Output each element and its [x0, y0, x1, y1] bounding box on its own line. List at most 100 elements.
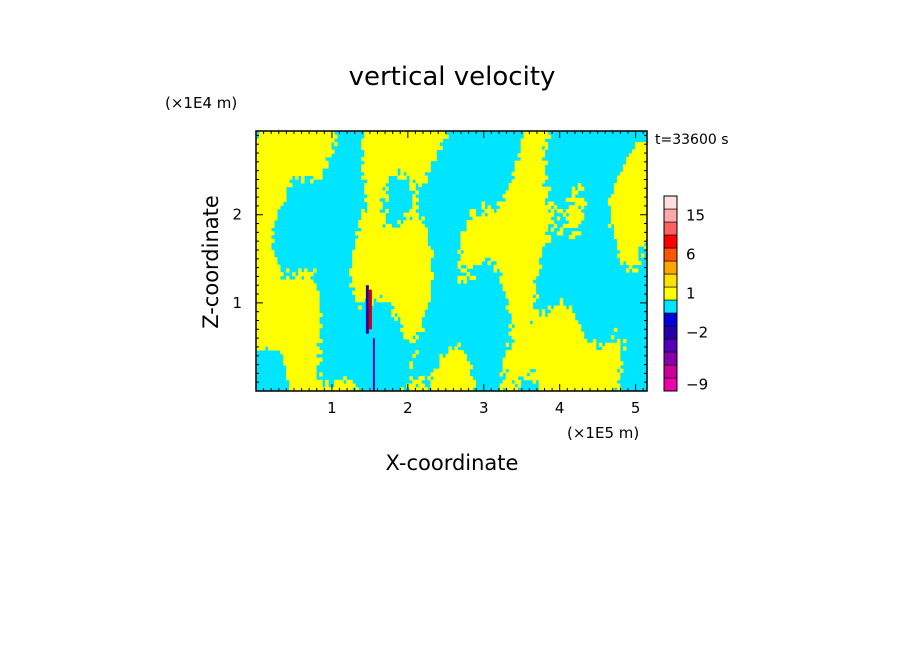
field-cell	[307, 275, 311, 280]
field-cell	[400, 175, 404, 180]
field-cell	[616, 235, 621, 240]
field-cell	[256, 268, 260, 273]
field-cell	[265, 242, 269, 247]
field-cell	[397, 294, 401, 299]
field-cell	[421, 168, 425, 173]
field-cell	[616, 186, 621, 191]
field-cell	[418, 283, 422, 288]
field-cell	[418, 134, 422, 139]
field-cell	[448, 353, 452, 358]
field-cell	[292, 368, 296, 373]
field-cell	[523, 145, 528, 150]
field-cell	[460, 275, 464, 280]
field-cell	[460, 368, 464, 373]
field-cell	[517, 246, 522, 251]
field-cell	[478, 227, 482, 232]
field-cell	[304, 309, 308, 314]
field-cell	[520, 171, 525, 176]
field-cell	[301, 368, 305, 373]
field-cell	[286, 294, 290, 299]
field-cell	[256, 305, 260, 310]
field-cell	[517, 287, 522, 292]
field-cell	[586, 383, 591, 388]
field-cell	[274, 190, 278, 195]
field-cell	[316, 305, 320, 310]
field-cell	[274, 331, 278, 336]
field-cell	[505, 253, 510, 258]
field-cell	[358, 298, 362, 303]
field-cell	[364, 235, 368, 240]
field-cell	[379, 134, 383, 139]
field-cell	[535, 194, 540, 199]
field-cell	[469, 383, 473, 388]
field-cell	[520, 201, 525, 206]
field-cell	[352, 290, 356, 295]
field-cell	[625, 179, 630, 184]
field-cell	[493, 268, 498, 273]
field-cell	[418, 387, 422, 391]
field-cell	[613, 350, 618, 355]
field-cell	[628, 249, 633, 254]
field-cell	[373, 209, 377, 214]
field-cell	[364, 131, 368, 136]
field-cell	[316, 327, 320, 332]
field-cell	[499, 209, 504, 214]
field-cell	[373, 194, 377, 199]
field-cell	[406, 216, 410, 221]
field-cell	[376, 149, 380, 154]
field-cell	[265, 168, 269, 173]
field-cell	[556, 350, 561, 355]
field-cell	[334, 134, 338, 139]
field-cell	[508, 294, 513, 299]
field-cell	[394, 268, 398, 273]
field-cell	[295, 138, 299, 143]
field-cell	[268, 238, 272, 243]
field-cell	[298, 316, 302, 321]
field-cell	[424, 231, 428, 236]
field-cell	[385, 242, 389, 247]
field-cell	[505, 235, 510, 240]
field-cell	[259, 231, 263, 236]
field-cell	[274, 298, 278, 303]
field-cell	[274, 186, 278, 191]
field-cell	[409, 283, 413, 288]
field-cell	[373, 138, 377, 143]
field-cell	[412, 216, 416, 221]
field-cell	[568, 209, 573, 214]
field-cell	[283, 331, 287, 336]
field-cell	[406, 294, 410, 299]
field-cell	[259, 290, 263, 295]
field-cell	[277, 145, 281, 150]
field-cell	[298, 313, 302, 318]
field-cell	[544, 327, 549, 332]
field-cell	[409, 324, 413, 329]
field-cell	[394, 246, 398, 251]
field-cell	[484, 246, 488, 251]
field-cell	[271, 220, 275, 225]
field-cell	[517, 298, 522, 303]
field-cell	[298, 350, 302, 355]
field-cell	[619, 368, 624, 373]
field-cell	[400, 309, 404, 314]
field-cell	[259, 153, 263, 158]
field-cell	[262, 346, 266, 351]
field-cell	[286, 350, 290, 355]
field-cell	[415, 279, 419, 284]
field-cell	[511, 376, 516, 381]
field-cell	[373, 145, 377, 150]
field-cell	[622, 212, 627, 217]
field-cell	[403, 324, 407, 329]
field-cell	[556, 216, 561, 221]
field-cell	[526, 249, 531, 254]
field-cell	[526, 365, 531, 370]
field-cell	[307, 301, 311, 306]
field-cell	[307, 324, 311, 329]
field-cell	[640, 157, 645, 162]
field-cell	[487, 227, 491, 232]
field-cell	[616, 231, 621, 236]
field-cell	[280, 320, 284, 325]
field-cell	[559, 361, 564, 366]
field-cell	[472, 220, 476, 225]
field-cell	[640, 153, 645, 158]
field-cell	[577, 183, 582, 188]
